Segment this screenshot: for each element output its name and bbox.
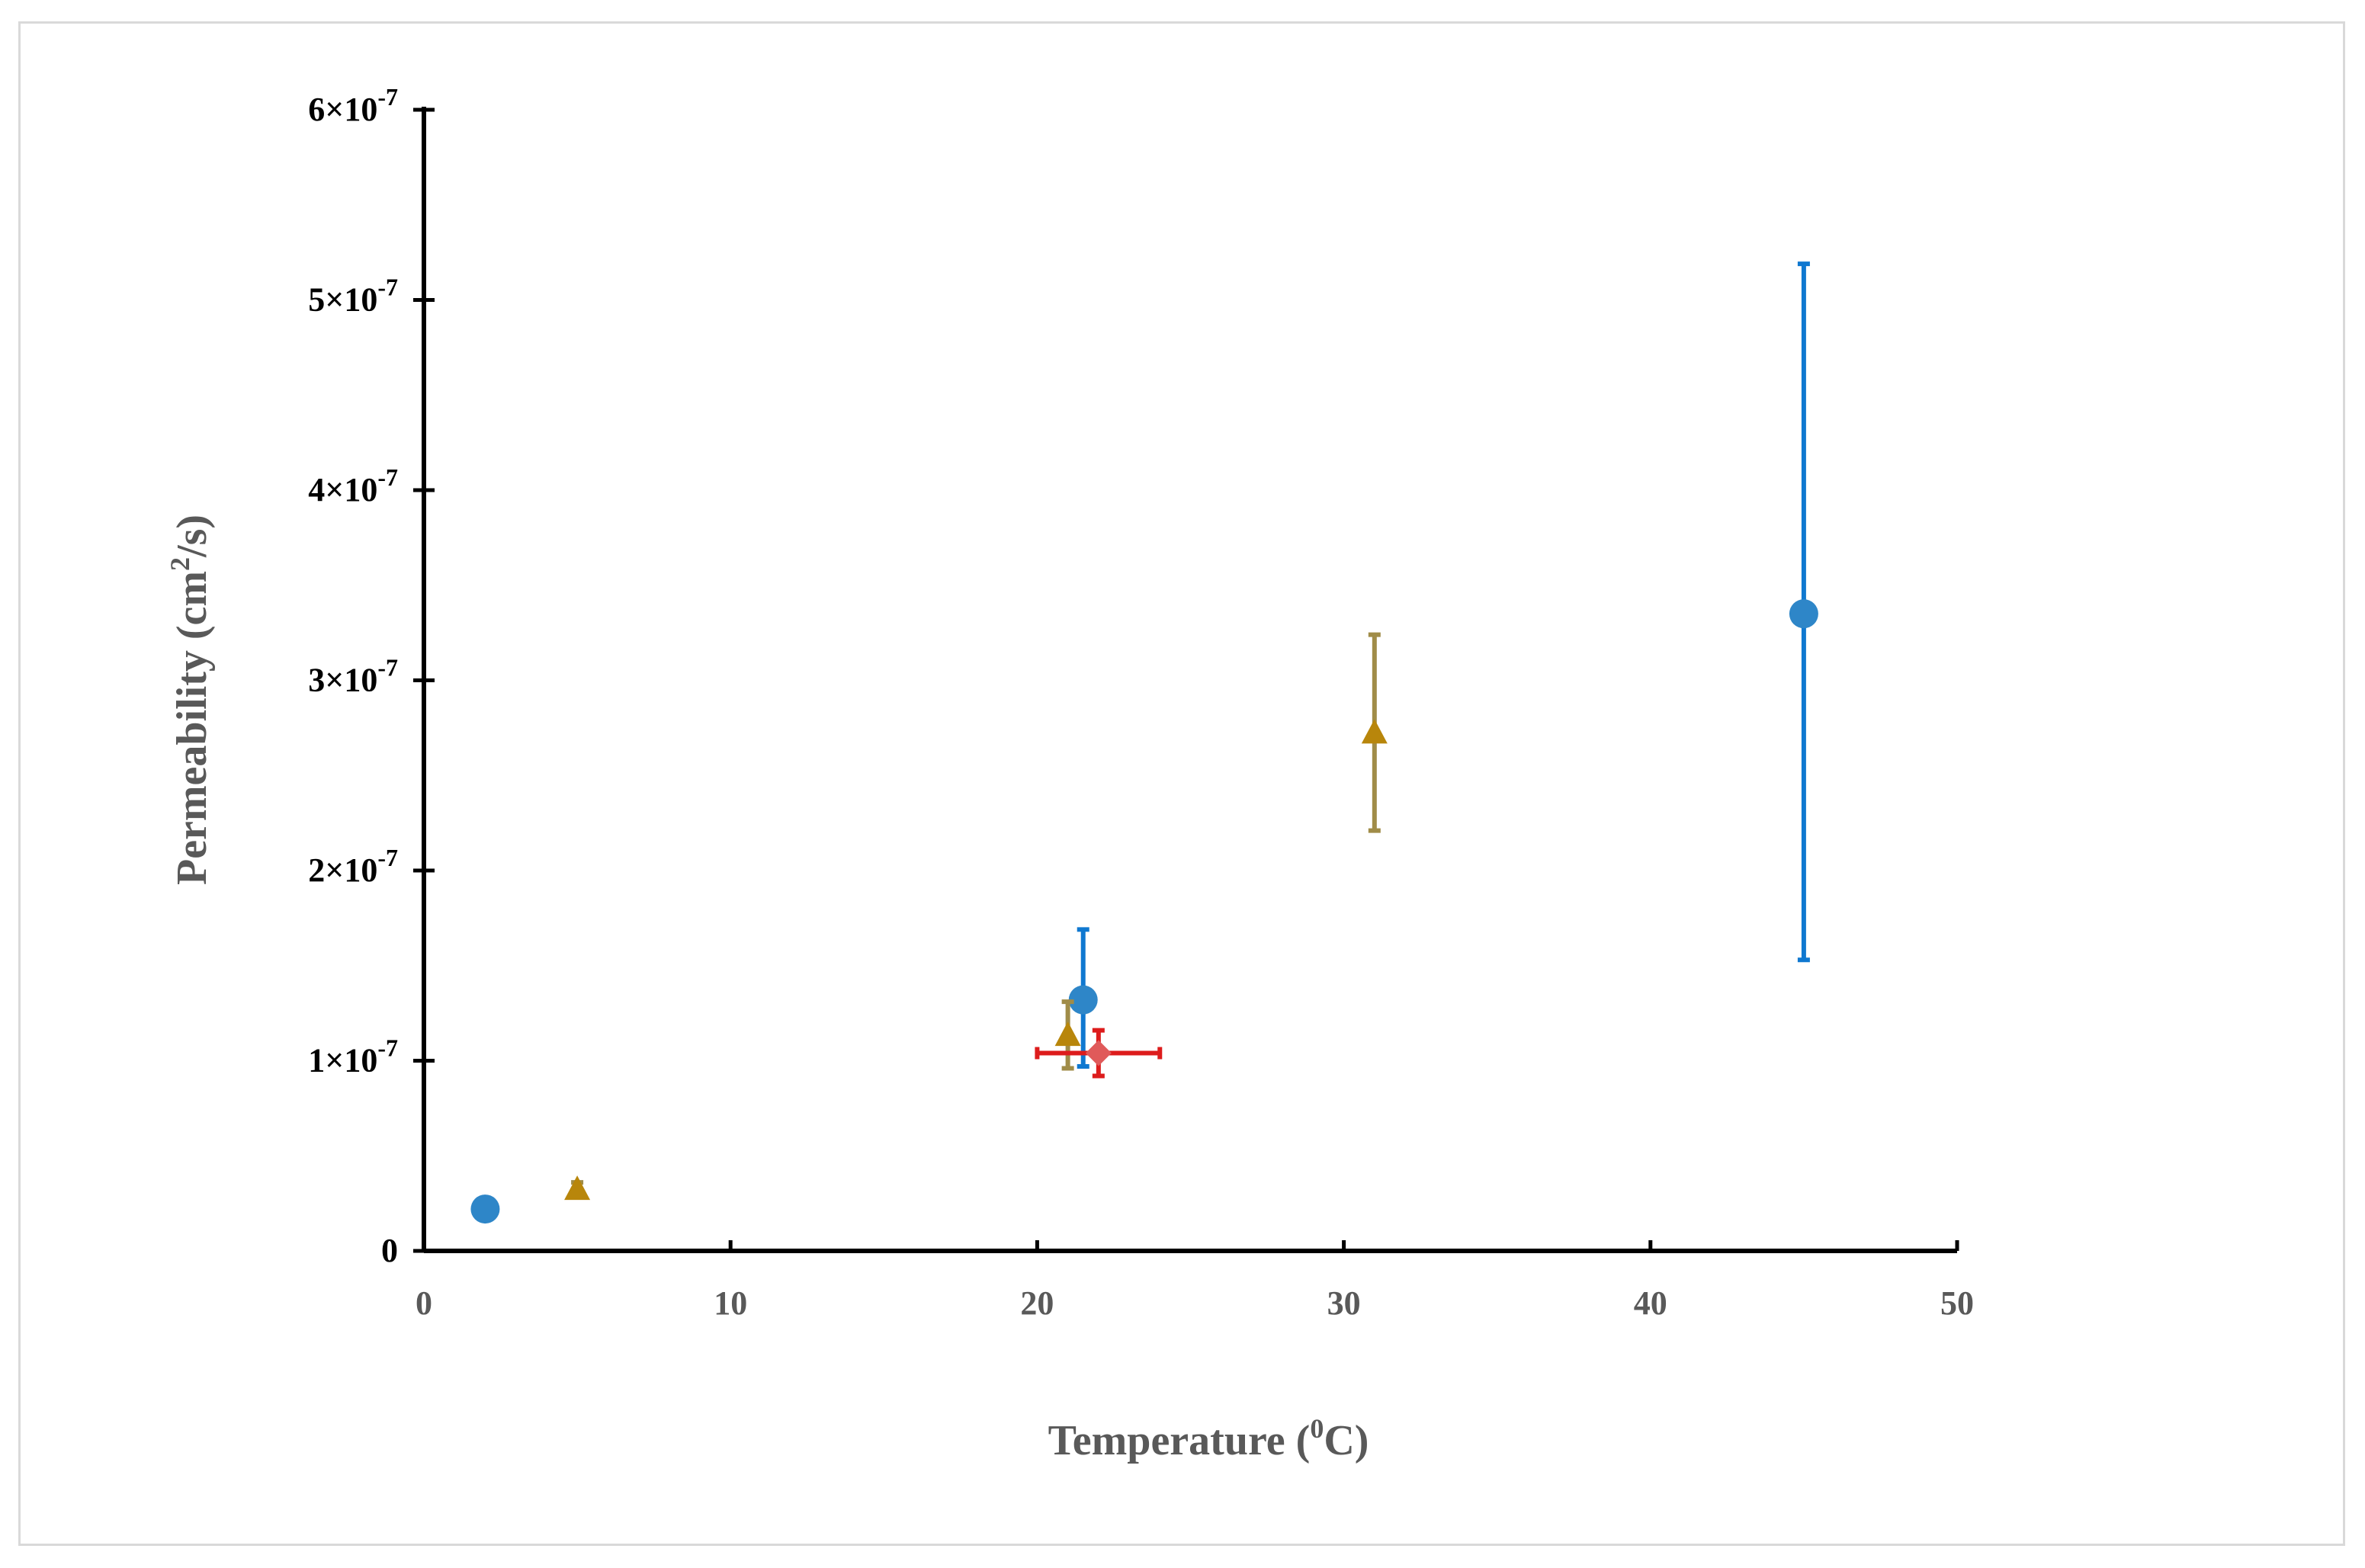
data-point-circle	[1789, 599, 1818, 629]
x-tick-label: 40	[1634, 1284, 1667, 1322]
data-point-circle	[1068, 985, 1098, 1015]
data-point-triangle	[1361, 719, 1388, 744]
y-tick-label: 3×10-7	[308, 654, 398, 699]
axes	[422, 107, 1957, 1253]
x-tick-label: 20	[1020, 1284, 1054, 1322]
ticks: 0 1×10-7 2×10-7 3×10-7 4×10-7 5×10-7 6×10-7 0 10…	[308, 83, 1974, 1322]
chart-frame	[18, 21, 2345, 1546]
y-tick-label: 5×10-7	[308, 274, 398, 319]
x-tick-label: 50	[1940, 1284, 1974, 1322]
y-tick-label: 1×10-7	[308, 1034, 398, 1079]
y-tick-label: 4×10-7	[308, 463, 398, 508]
data-point-triangle	[564, 1175, 591, 1201]
data-point-circle	[470, 1194, 500, 1224]
x-axis-title: Temperature (0C)	[1048, 1413, 1369, 1464]
x-tick-label: 30	[1327, 1284, 1361, 1322]
data-marks	[470, 261, 1818, 1224]
y-axis-title: Permeability (cm2/s)	[165, 515, 216, 885]
y-tick-label: 6×10-7	[308, 83, 398, 128]
data-point-triangle	[1054, 1021, 1081, 1047]
x-tick-label: 10	[714, 1284, 747, 1322]
y-tick-label: 2×10-7	[308, 844, 398, 889]
data-point-diamond	[1085, 1040, 1112, 1066]
y-tick-label: 0	[381, 1232, 398, 1269]
x-tick-label: 0	[416, 1284, 432, 1322]
